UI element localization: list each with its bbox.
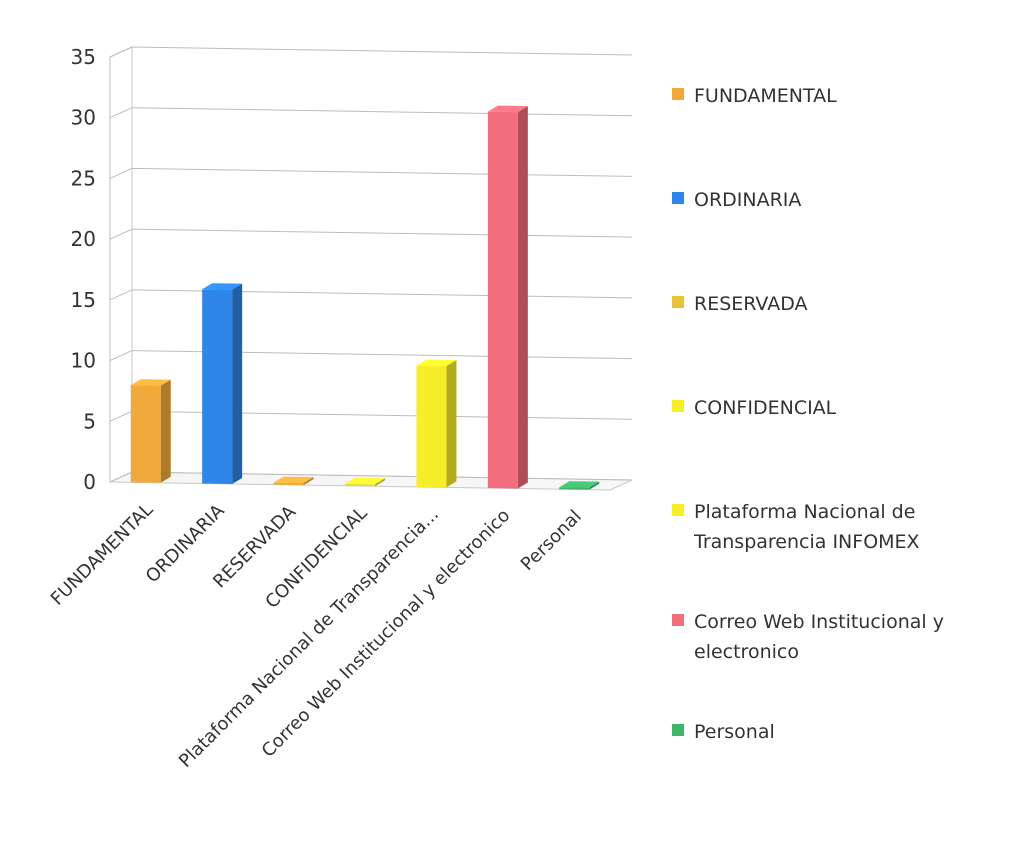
legend-item-6: Personal bbox=[672, 721, 775, 743]
legend-label-1-0: ORDINARIA bbox=[694, 189, 801, 211]
bar-front-5 bbox=[487, 111, 518, 489]
legend-label-5-0: Correo Web Institucional y bbox=[694, 611, 944, 633]
gridline-20 bbox=[109, 228, 633, 240]
y-tick-label-5: 5 bbox=[83, 409, 96, 433]
y-tick-label-20: 20 bbox=[71, 227, 96, 251]
chart-walls bbox=[109, 46, 633, 491]
legend-item-5: Correo Web Institucional y electronico bbox=[672, 611, 944, 663]
x-category-label-0: FUNDAMENTAL bbox=[47, 499, 157, 609]
bar-4 bbox=[416, 359, 457, 488]
gridline-35 bbox=[109, 46, 633, 58]
gridline-15 bbox=[109, 289, 633, 301]
legend-swatch-3 bbox=[672, 400, 684, 412]
legend-label-5-1: electronico bbox=[694, 641, 799, 663]
legend-item-2: RESERVADA bbox=[672, 293, 808, 315]
bar-top-3 bbox=[345, 477, 385, 485]
legend-swatch-4 bbox=[672, 504, 684, 516]
gridlines bbox=[109, 46, 633, 483]
bar-front-1 bbox=[202, 289, 233, 484]
bar-front-3 bbox=[345, 483, 375, 487]
bar-front-4 bbox=[416, 365, 447, 488]
gridline-25 bbox=[109, 167, 633, 179]
bar-side-2 bbox=[303, 477, 314, 486]
bar-side-4 bbox=[446, 359, 457, 488]
gridline-30 bbox=[109, 107, 633, 119]
bar-top-5 bbox=[487, 105, 528, 113]
legend-label-4-0: Plataforma Nacional de bbox=[694, 501, 915, 523]
bar-top-6 bbox=[559, 481, 600, 488]
legend-item-4: Plataforma Nacional de Transparencia INFO… bbox=[672, 501, 920, 553]
bar-side-1 bbox=[232, 283, 243, 484]
bar-front-6 bbox=[559, 487, 590, 490]
bar-top-0 bbox=[130, 379, 171, 386]
gridline-10 bbox=[109, 350, 633, 362]
y-tick-label-0: 0 bbox=[83, 470, 96, 494]
bar-top-2 bbox=[273, 476, 314, 484]
legend-swatch-1 bbox=[672, 192, 684, 204]
legend-swatch-0 bbox=[672, 88, 684, 100]
y-tick-label-35: 35 bbox=[71, 45, 96, 69]
y-tick-label-15: 15 bbox=[71, 288, 96, 312]
x-axis-labels: FUNDAMENTALORDINARIARESERVADACONFIDENCIA… bbox=[47, 499, 586, 772]
bar-top-1 bbox=[202, 283, 243, 290]
x-category-label-4: Plataforma Nacional de Transparencia... bbox=[175, 504, 443, 772]
legend-item-3: CONFIDENCIAL bbox=[672, 397, 837, 419]
y-axis-ticks: 0 5 10 15 20 25 30 35 bbox=[71, 45, 96, 494]
y-tick-label-10: 10 bbox=[71, 349, 96, 373]
legend-item-1: ORDINARIA bbox=[672, 189, 801, 211]
bar-5 bbox=[487, 105, 528, 489]
gridline-5 bbox=[109, 410, 633, 422]
bar-front-2 bbox=[273, 482, 304, 486]
legend-label-2-0: RESERVADA bbox=[694, 293, 808, 315]
bar-side-6 bbox=[589, 481, 600, 490]
x-category-label-6: Personal bbox=[517, 506, 586, 575]
bar-side-3 bbox=[375, 478, 385, 487]
y-tick-label-30: 30 bbox=[71, 106, 96, 130]
legend-label-3-0: CONFIDENCIAL bbox=[694, 397, 837, 419]
legend-label-0-0: FUNDAMENTAL bbox=[694, 85, 837, 107]
bars bbox=[130, 105, 600, 490]
bar-6 bbox=[559, 481, 600, 490]
bar-0 bbox=[130, 379, 171, 483]
x-category-label-5: Correo Web Institucional y electronico bbox=[258, 505, 515, 762]
legend-swatch-2 bbox=[672, 296, 684, 308]
legend: FUNDAMENTAL ORDINARIA RESERVADA CONFIDENCIA… bbox=[672, 85, 944, 743]
legend-label-4-1: Transparencia INFOMEX bbox=[693, 531, 920, 553]
bar-3 bbox=[345, 477, 385, 487]
bar-side-0 bbox=[160, 379, 171, 483]
bar-2 bbox=[273, 476, 314, 486]
legend-item-0: FUNDAMENTAL bbox=[672, 85, 837, 107]
legend-label-6-0: Personal bbox=[694, 721, 775, 743]
legend-swatch-6 bbox=[672, 724, 684, 736]
bar-side-5 bbox=[517, 106, 528, 489]
bar-top-4 bbox=[416, 359, 457, 366]
legend-swatch-5 bbox=[672, 614, 684, 626]
y-tick-label-25: 25 bbox=[71, 166, 96, 190]
bar-1 bbox=[202, 283, 243, 484]
bar-front-0 bbox=[130, 385, 161, 483]
